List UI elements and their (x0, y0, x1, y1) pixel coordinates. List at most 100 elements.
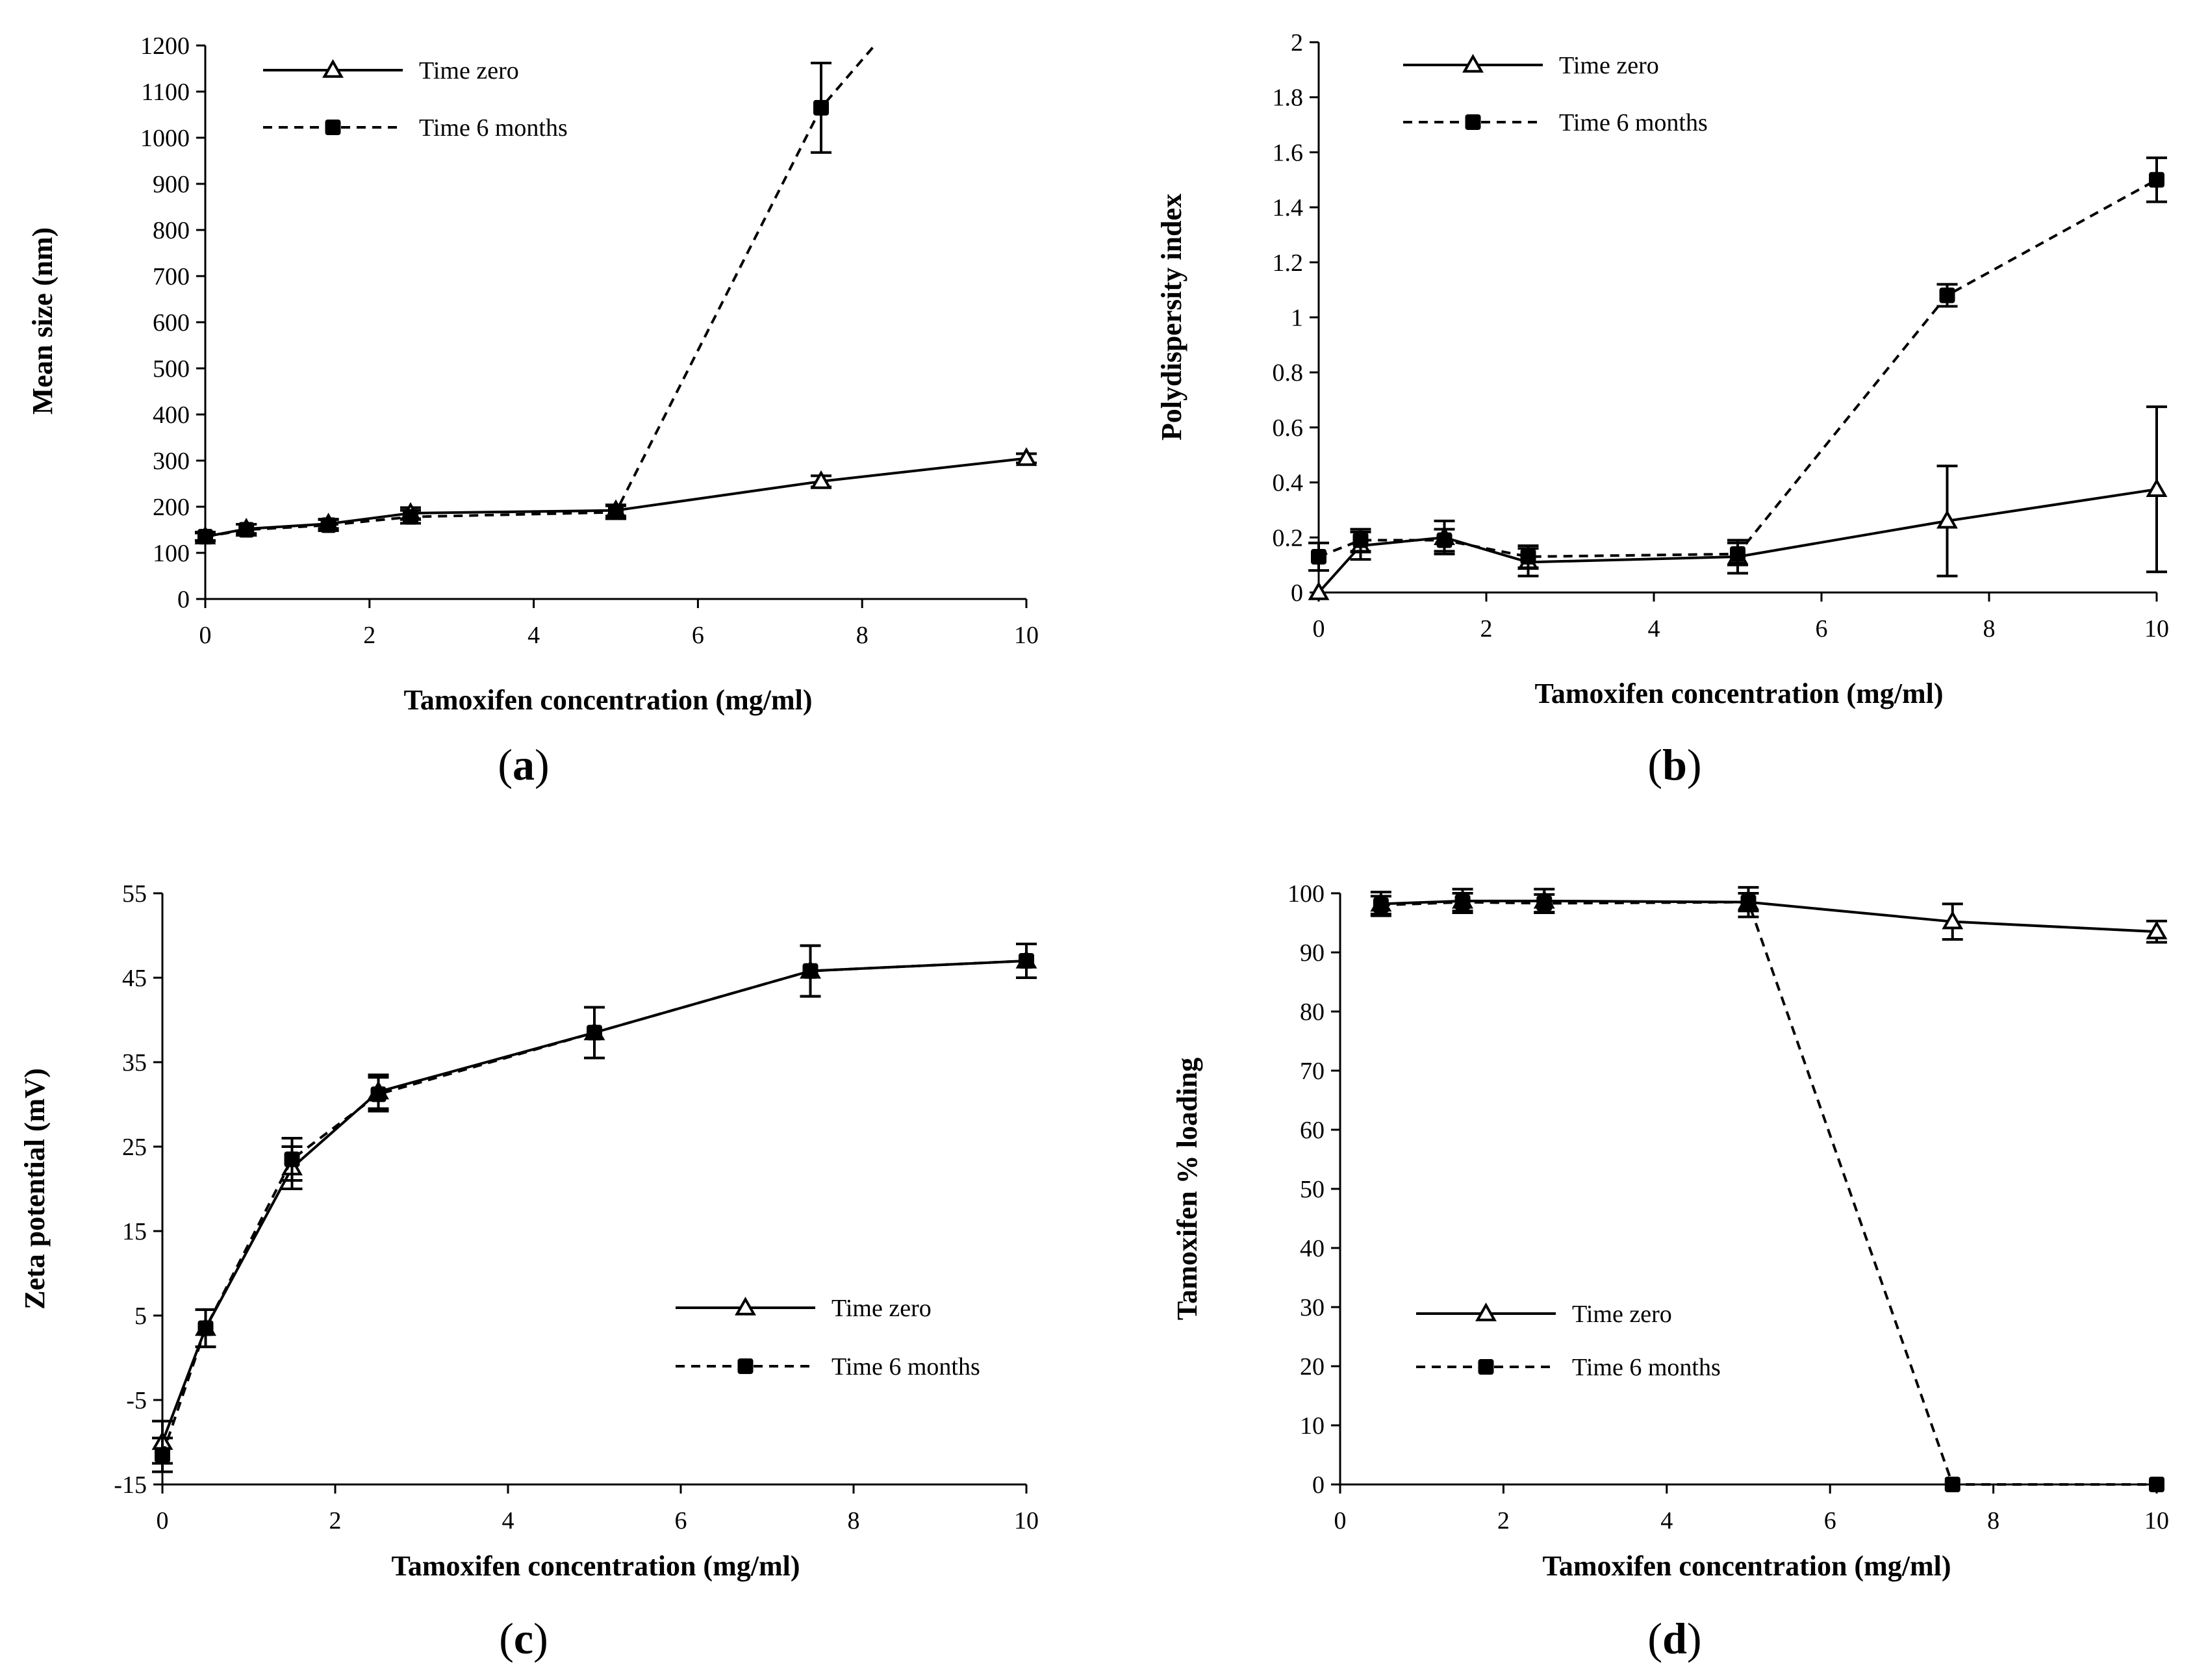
y-tick-label: 900 (153, 171, 190, 198)
y-tick-label: 100 (153, 540, 190, 567)
y-tick-label: 45 (122, 965, 147, 992)
panel-label-close: ) (1687, 1614, 1702, 1663)
series-time-6-months (152, 943, 1037, 1473)
data-point (1942, 910, 1964, 930)
data-point (2149, 1477, 2164, 1492)
y-axis-title: Zeta potential (mV) (19, 1068, 51, 1310)
data-point (370, 1086, 387, 1102)
y-tick-label: 5 (134, 1303, 147, 1330)
data-point (197, 529, 213, 545)
data-point (1436, 532, 1453, 548)
legend-label: Time zero (1559, 52, 1659, 79)
y-tick-label: 0 (1312, 1471, 1325, 1499)
x-tick-label: 4 (502, 1507, 514, 1534)
data-point (813, 99, 829, 116)
legend-label: Time 6 months (1572, 1354, 1721, 1381)
panel-label: (b) (1647, 740, 1701, 789)
x-tick-label: 0 (199, 622, 212, 649)
series-time-6-months (195, 44, 876, 545)
panel-label-letter: b (1662, 740, 1687, 789)
data-point (1019, 953, 1034, 969)
x-tick-label: 6 (675, 1507, 687, 1534)
y-tick-label: -5 (126, 1387, 147, 1414)
y-tick-label: 0 (1291, 579, 1303, 607)
y-tick-label: 1100 (141, 79, 190, 106)
x-tick-label: 10 (2144, 615, 2169, 643)
triangle-marker-icon (735, 1296, 756, 1316)
series-time-zero (1308, 405, 2168, 600)
data-point (2149, 172, 2164, 188)
x-tick-label: 4 (527, 622, 540, 649)
chart-panel-b: 0 0.2 0.4 0.6 0.8 1 1.2 1.4 1.6 1.8 2 0 2 4 6 8 10 Tamoxi… (1156, 29, 2169, 789)
panel-label-letter: d (1662, 1614, 1687, 1663)
data-point (403, 509, 418, 525)
series-line (1318, 178, 2157, 558)
chart-panel-c: -15 -5 5 15 25 35 45 55 0 2 4 6 8 10 Tamoxifen concent… (19, 880, 1039, 1663)
square-marker-icon (325, 120, 341, 135)
x-axis-title: Tamoxifen concentration (mg/ml) (1535, 678, 1944, 709)
x-tick-label: 4 (1660, 1507, 1673, 1534)
data-point (810, 470, 832, 489)
legend-label: Time zero (1572, 1301, 1672, 1328)
panel-label-open: ( (499, 1614, 514, 1663)
data-point (2146, 478, 2168, 497)
chart-panel-d: 0 10 20 30 40 50 60 70 80 90 100 0 2 4 6 8 10 Tamoxifen c… (1171, 880, 2169, 1663)
legend: Time zero Time 6 months (1416, 1301, 1721, 1381)
legend: Time zero Time 6 months (263, 57, 568, 142)
legend-item: Time zero (263, 57, 519, 84)
y-tick-label: 90 (1300, 939, 1325, 967)
data-point (155, 1447, 170, 1463)
x-tick-label: 8 (856, 622, 869, 649)
y-tick-label: 0.8 (1273, 359, 1304, 387)
square-marker-icon (1465, 114, 1481, 130)
data-point (587, 1025, 602, 1041)
y-axis-title: Mean size (nm) (27, 227, 58, 414)
panel-label-letter: a (513, 740, 535, 789)
legend-label: Time zero (831, 1295, 932, 1322)
y-axis-title: Tamoxifen % loading (1171, 1058, 1203, 1320)
x-tick-label: 10 (1014, 622, 1039, 649)
x-tick-label: 6 (1816, 615, 1828, 643)
data-point (1015, 447, 1037, 466)
y-tick-label: 800 (153, 217, 190, 244)
y-tick-label: 10 (1300, 1412, 1325, 1440)
y-axis-title: Polydispersity index (1156, 194, 1187, 440)
x-tick-label: 0 (1313, 615, 1325, 643)
y-tick-label: 2 (1291, 29, 1303, 57)
triangle-marker-icon (322, 58, 344, 78)
square-marker-icon (1478, 1359, 1494, 1375)
x-tick-label: 8 (1983, 615, 1996, 643)
y-tick-label: 1000 (140, 125, 190, 152)
panel-label-close: ) (533, 1614, 548, 1663)
data-point (608, 504, 624, 520)
legend-item: Time zero (1403, 52, 1659, 79)
y-tick-label: 0.6 (1273, 414, 1304, 442)
chart-panel-a: 0100200300400500600700800900100011001200… (27, 32, 1039, 789)
data-point (1352, 532, 1369, 548)
data-point (1454, 894, 1471, 910)
y-tick-label: 25 (122, 1134, 147, 1161)
y-tick-label: 50 (1300, 1176, 1325, 1203)
data-point (1740, 894, 1757, 910)
x-tick-label: 8 (848, 1507, 860, 1534)
data-point (1311, 548, 1326, 565)
data-point (1730, 546, 1745, 562)
x-tick-label: 6 (1824, 1507, 1836, 1534)
y-tick-label: 70 (1300, 1058, 1325, 1085)
x-tick-label: 8 (1987, 1507, 1999, 1534)
legend-item: Time zero (676, 1295, 932, 1322)
x-tick-label: 2 (1480, 615, 1493, 643)
series-time-6-months (1308, 156, 2167, 572)
y-tick-label: 1 (1291, 305, 1303, 332)
legend-item: Time 6 months (676, 1353, 980, 1381)
y-tick-label: 1.6 (1273, 139, 1304, 166)
legend-item: Time 6 months (1403, 109, 1708, 136)
triangle-marker-icon (1475, 1302, 1497, 1321)
y-tick-label: 0.2 (1273, 524, 1304, 552)
x-tick-label: 4 (1648, 615, 1660, 643)
data-point (1520, 548, 1536, 565)
x-tick-label: 2 (329, 1507, 342, 1534)
x-tick-label: 6 (692, 622, 704, 649)
y-tick-label: 400 (153, 401, 190, 429)
